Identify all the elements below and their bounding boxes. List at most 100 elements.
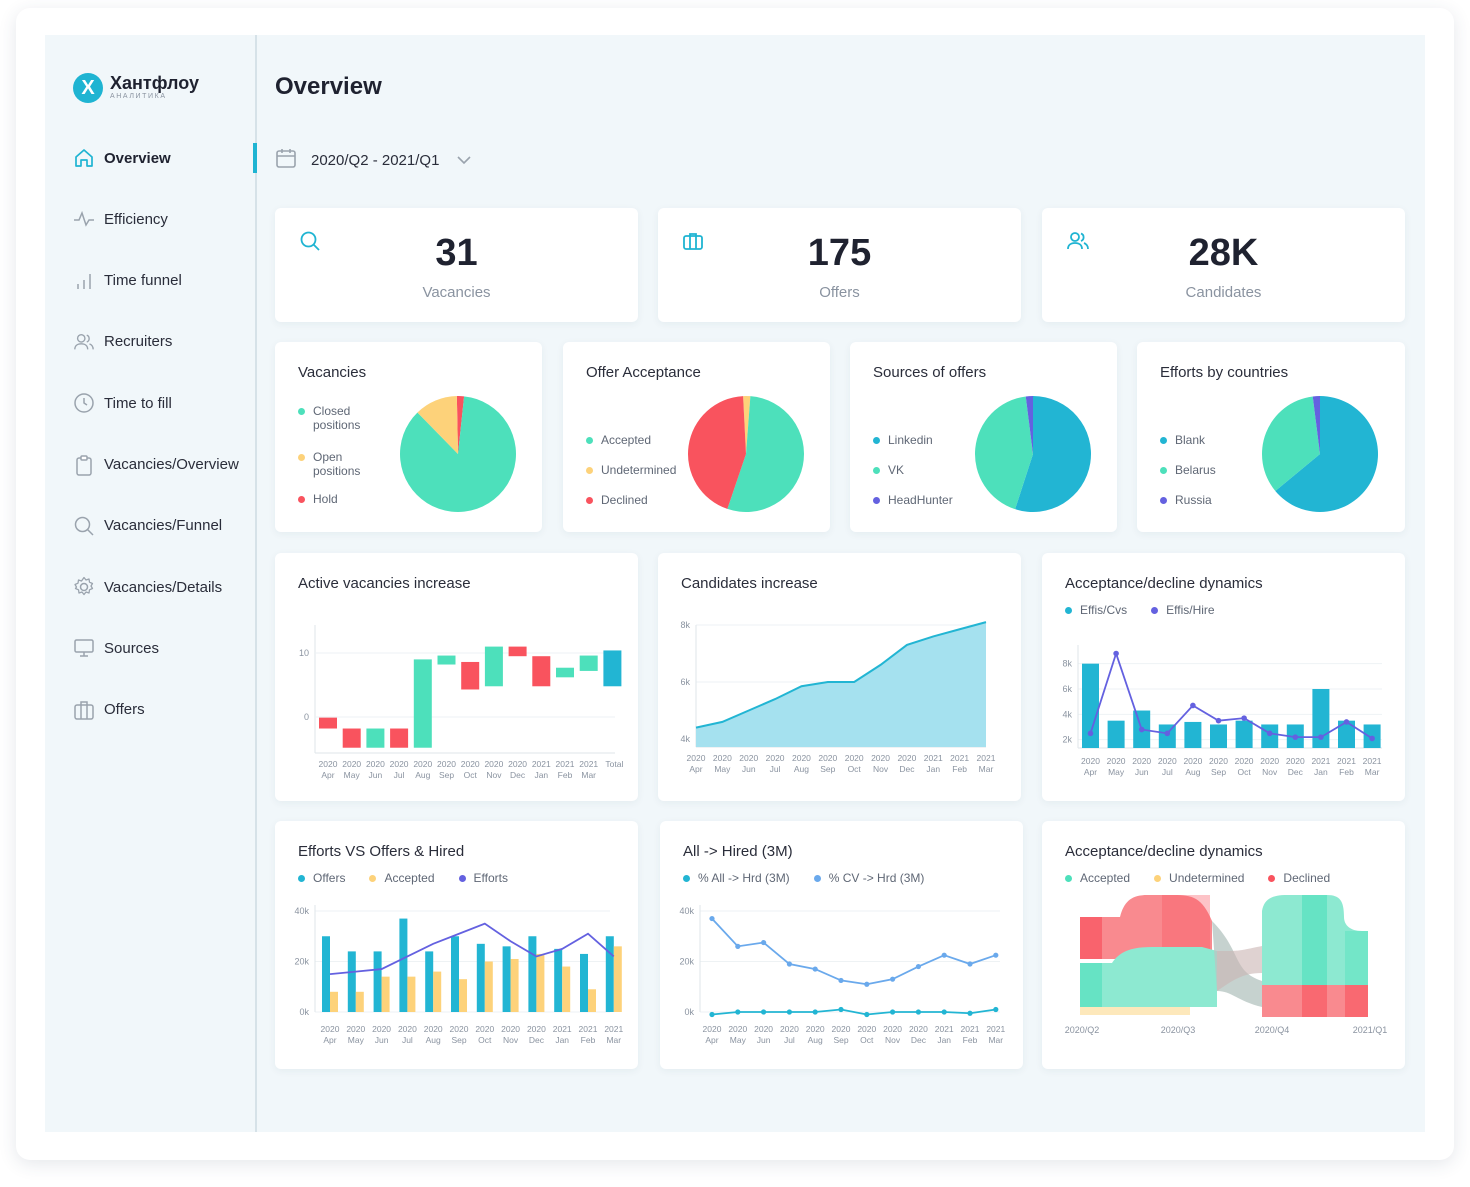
line-point[interactable]	[1087, 730, 1094, 737]
line-point[interactable]	[1343, 719, 1350, 725]
bar-accepted[interactable]	[484, 961, 493, 1013]
pie-slice[interactable]	[727, 396, 804, 512]
pie-slice[interactable]	[743, 396, 751, 454]
period-selector[interactable]: 2020/Q2 - 2021/Q1	[275, 147, 472, 173]
kpi-card-offers[interactable]: 175 Offers	[658, 208, 1021, 322]
acceptance-dynamics-stream-card[interactable]: Acceptance/decline dynamics Accepted Und…	[1042, 821, 1405, 1069]
bar-effis-cvs[interactable]	[1184, 721, 1202, 748]
line-point[interactable]	[812, 966, 818, 972]
sidebar-item-efficiency[interactable]: Efficiency	[73, 204, 257, 234]
line-point[interactable]	[1292, 734, 1299, 740]
waterfall-bar[interactable]	[579, 655, 598, 671]
kpi-card-candidates[interactable]: 28K Candidates	[1042, 208, 1405, 322]
line-point[interactable]	[941, 1009, 947, 1015]
line-point[interactable]	[1164, 730, 1171, 737]
line-point[interactable]	[709, 1011, 715, 1018]
waterfall-bar[interactable]	[484, 646, 503, 687]
acceptance-dynamics-chart-card[interactable]: Acceptance/decline dynamics Effis/Cvs Ef…	[1042, 553, 1405, 801]
bar-offers[interactable]	[399, 918, 408, 1012]
line-point[interactable]	[1241, 715, 1247, 721]
pie-slice[interactable]	[1262, 396, 1320, 491]
line-point[interactable]	[786, 1009, 792, 1015]
pie-slice[interactable]	[975, 396, 1033, 510]
active-vacancies-chart-card[interactable]: Active vacancies increase 10 0 2020 Apr 2020…	[275, 553, 638, 801]
bar-accepted[interactable]	[407, 976, 416, 1012]
pie-slice[interactable]	[1015, 396, 1091, 512]
kpi-card-vacancies[interactable]: 31 Vacancies	[275, 208, 638, 322]
line-point[interactable]	[1369, 735, 1375, 742]
pie-slice[interactable]	[1275, 396, 1378, 512]
sidebar-item-time-to-fill[interactable]: Time to fill	[73, 388, 257, 418]
stream-declined[interactable]	[1080, 895, 1212, 959]
logo[interactable]: X Хантфлоу АНАЛИТИКА	[73, 73, 199, 103]
bar-offers[interactable]	[476, 943, 485, 1012]
line-point[interactable]	[735, 1009, 741, 1015]
bar-accepted[interactable]	[355, 991, 364, 1012]
line-point[interactable]	[941, 952, 947, 958]
offer-acceptance-pie-card[interactable]: Offer Acceptance Accepted Undetermined Dec…	[563, 342, 830, 532]
bar-offers[interactable]	[425, 951, 434, 1012]
sidebar-item-recruiters[interactable]: Recruiters	[73, 327, 257, 357]
line-point[interactable]	[915, 1009, 921, 1015]
efforts-vs-offers-chart-card[interactable]: Efforts VS Offers & Hired Offers Accepte…	[275, 821, 638, 1069]
waterfall-bar[interactable]	[603, 650, 622, 687]
bar-effis-cvs[interactable]	[1107, 720, 1125, 748]
waterfall-bar[interactable]	[366, 728, 385, 748]
line-point[interactable]	[1266, 730, 1273, 737]
line-point[interactable]	[1138, 726, 1145, 733]
line-point[interactable]	[1215, 717, 1222, 724]
line-point[interactable]	[915, 963, 921, 970]
bar-effis-cvs[interactable]	[1082, 663, 1099, 748]
pie-slice[interactable]	[417, 396, 458, 454]
bar-accepted[interactable]	[562, 966, 571, 1012]
sources-of-offers-pie-card[interactable]: Sources of offers Linkedin VK HeadHunter	[850, 342, 1117, 532]
candidates-increase-chart-card[interactable]: Candidates increase 4k 6k 8k 2020 Apr 2020 May…	[658, 553, 1021, 801]
line-point[interactable]	[838, 1006, 844, 1013]
bar-offers[interactable]	[605, 936, 614, 1012]
bar-accepted[interactable]	[459, 979, 467, 1012]
stream-accepted[interactable]	[1080, 947, 1217, 1007]
bar-effis-cvs[interactable]	[1261, 724, 1279, 748]
bar-offers[interactable]	[322, 936, 330, 1012]
waterfall-bar[interactable]	[556, 667, 574, 678]
bar-offers[interactable]	[502, 946, 511, 1012]
pie-slice[interactable]	[456, 396, 465, 454]
line-point[interactable]	[812, 1009, 818, 1015]
waterfall-bar[interactable]	[461, 661, 480, 690]
pie-slice[interactable]	[1025, 396, 1033, 454]
line-point[interactable]	[864, 981, 870, 987]
sidebar-item-time-funnel[interactable]: Time funnel	[73, 266, 257, 296]
sidebar-item-vacancies-funnel[interactable]: Vacancies/Funnel	[73, 511, 257, 541]
bar-accepted[interactable]	[510, 958, 519, 1012]
line-point[interactable]	[1190, 702, 1196, 709]
pie-slice[interactable]	[400, 396, 516, 512]
line-point[interactable]	[709, 915, 715, 922]
bar-effis-cvs[interactable]	[1312, 689, 1330, 748]
line-point[interactable]	[761, 1009, 767, 1015]
bar-effis-cvs[interactable]	[1235, 720, 1253, 748]
waterfall-bar[interactable]	[413, 659, 432, 748]
sidebar-item-vacancies-details[interactable]: Vacancies/Details	[73, 572, 257, 602]
bar-effis-cvs[interactable]	[1158, 724, 1176, 748]
line-point[interactable]	[735, 943, 741, 949]
bar-accepted[interactable]	[381, 976, 390, 1012]
waterfall-bar[interactable]	[319, 717, 337, 729]
pie-slice[interactable]	[688, 396, 746, 509]
stream-undetermined[interactable]	[1080, 1007, 1190, 1015]
sidebar-item-overview[interactable]: Overview	[73, 143, 257, 173]
bar-effis-cvs[interactable]	[1210, 724, 1227, 748]
vacancies-pie-card[interactable]: Vacancies Closed positions Open positions…	[275, 342, 542, 532]
line-point[interactable]	[1318, 734, 1324, 740]
bar-offers[interactable]	[554, 948, 563, 1012]
line-point[interactable]	[993, 1006, 999, 1013]
line-point[interactable]	[967, 1010, 973, 1016]
line-point[interactable]	[967, 961, 973, 967]
waterfall-bar[interactable]	[532, 656, 551, 687]
line-point[interactable]	[864, 1011, 870, 1018]
sidebar-item-sources[interactable]: Sources	[73, 633, 257, 663]
bar-offers[interactable]	[451, 936, 459, 1012]
line-point[interactable]	[761, 939, 767, 946]
bar-offers[interactable]	[528, 936, 537, 1012]
bar-accepted[interactable]	[588, 989, 596, 1012]
efforts-by-countries-pie-card[interactable]: Efforts by countries Blank Belarus Russia	[1137, 342, 1405, 532]
